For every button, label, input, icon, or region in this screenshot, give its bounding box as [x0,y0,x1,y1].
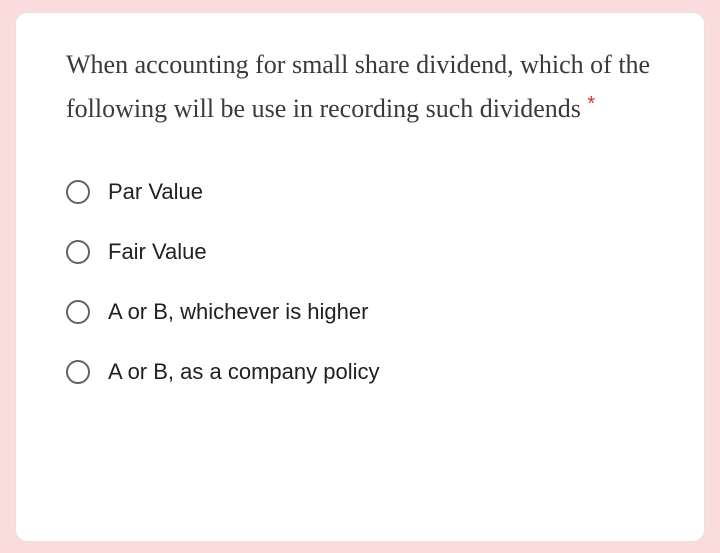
question-body: When accounting for small share dividend… [66,50,650,123]
option-label: A or B, whichever is higher [108,299,368,325]
radio-icon[interactable] [66,360,90,384]
option-label: A or B, as a company policy [108,359,379,385]
options-group: Par Value Fair Value A or B, whichever i… [66,179,654,385]
option-row[interactable]: A or B, whichever is higher [66,299,654,325]
option-row[interactable]: A or B, as a company policy [66,359,654,385]
radio-icon[interactable] [66,240,90,264]
radio-icon[interactable] [66,180,90,204]
question-text: When accounting for small share dividend… [66,43,654,131]
question-card: When accounting for small share dividend… [15,12,705,542]
option-row[interactable]: Par Value [66,179,654,205]
option-label: Fair Value [108,239,207,265]
radio-icon[interactable] [66,300,90,324]
required-asterisk: * [587,93,595,115]
option-row[interactable]: Fair Value [66,239,654,265]
option-label: Par Value [108,179,203,205]
